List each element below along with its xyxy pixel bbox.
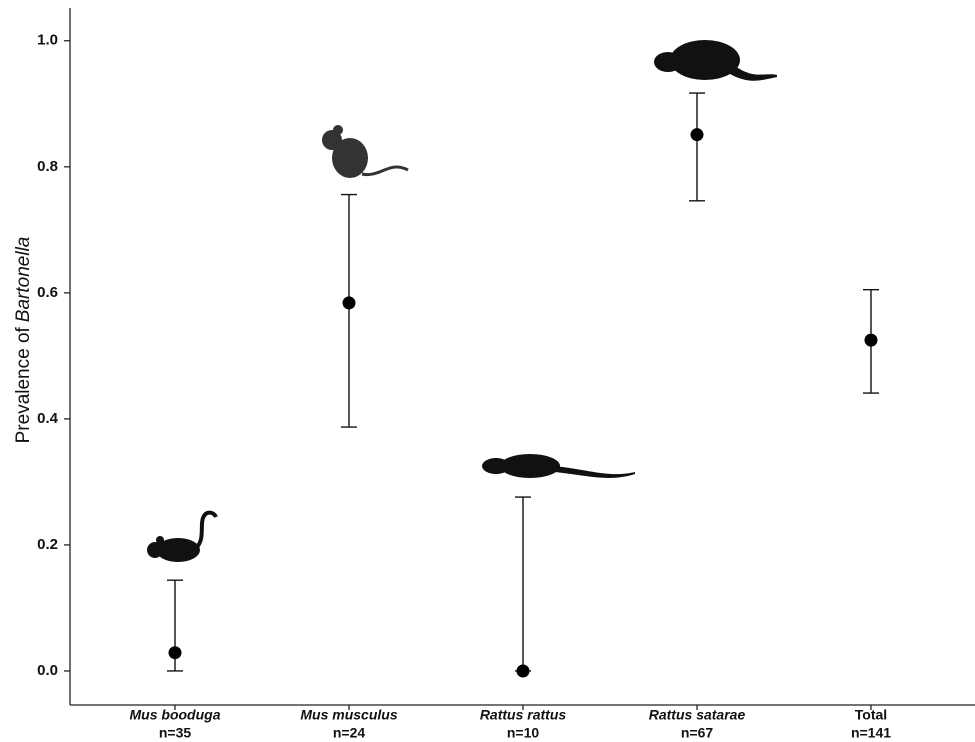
y-tick-label: 0.0 xyxy=(37,662,58,679)
sample-size-label: n=35 xyxy=(159,725,192,741)
y-tick-label: 1.0 xyxy=(37,32,58,49)
y-axis-title-text: Prevalence of xyxy=(13,326,34,443)
sample-size-label: n=141 xyxy=(851,725,891,741)
y-tick-label: 0.4 xyxy=(37,410,59,427)
x-tick-label: Total xyxy=(855,707,887,723)
error-bar xyxy=(689,93,705,201)
point xyxy=(169,646,182,659)
y-tick-label: 0.2 xyxy=(37,536,58,553)
x-tick-label: Rattus satarae xyxy=(649,707,746,723)
y-tick-label: 0.8 xyxy=(37,158,58,175)
error-bar xyxy=(515,497,531,671)
point xyxy=(865,334,878,347)
y-tick-label: 0.6 xyxy=(37,284,58,301)
rattus-rattus-icon xyxy=(482,454,635,478)
x-tick-label: Rattus rattus xyxy=(480,707,567,723)
sample-size-label: n=10 xyxy=(507,725,540,741)
y-axis-title: Prevalence of Bartonella xyxy=(13,237,34,444)
sample-size-label: n=67 xyxy=(681,725,714,741)
point xyxy=(517,664,530,677)
x-tick-label: Mus booduga xyxy=(130,707,221,723)
point xyxy=(343,296,356,309)
mus-musculus-icon xyxy=(322,125,408,178)
sample-size-label: n=24 xyxy=(333,725,366,741)
y-axis-title-italic: Bartonella xyxy=(13,237,34,323)
x-tick-label: Mus musculus xyxy=(300,707,397,723)
point xyxy=(691,128,704,141)
rattus-satarae-icon xyxy=(654,40,777,81)
error-bar xyxy=(341,195,357,428)
chart: Prevalence of Bartonella 0.0 0.2 0.4 0.6 0.8 1… xyxy=(0,0,975,742)
mus-booduga-icon xyxy=(147,513,216,562)
